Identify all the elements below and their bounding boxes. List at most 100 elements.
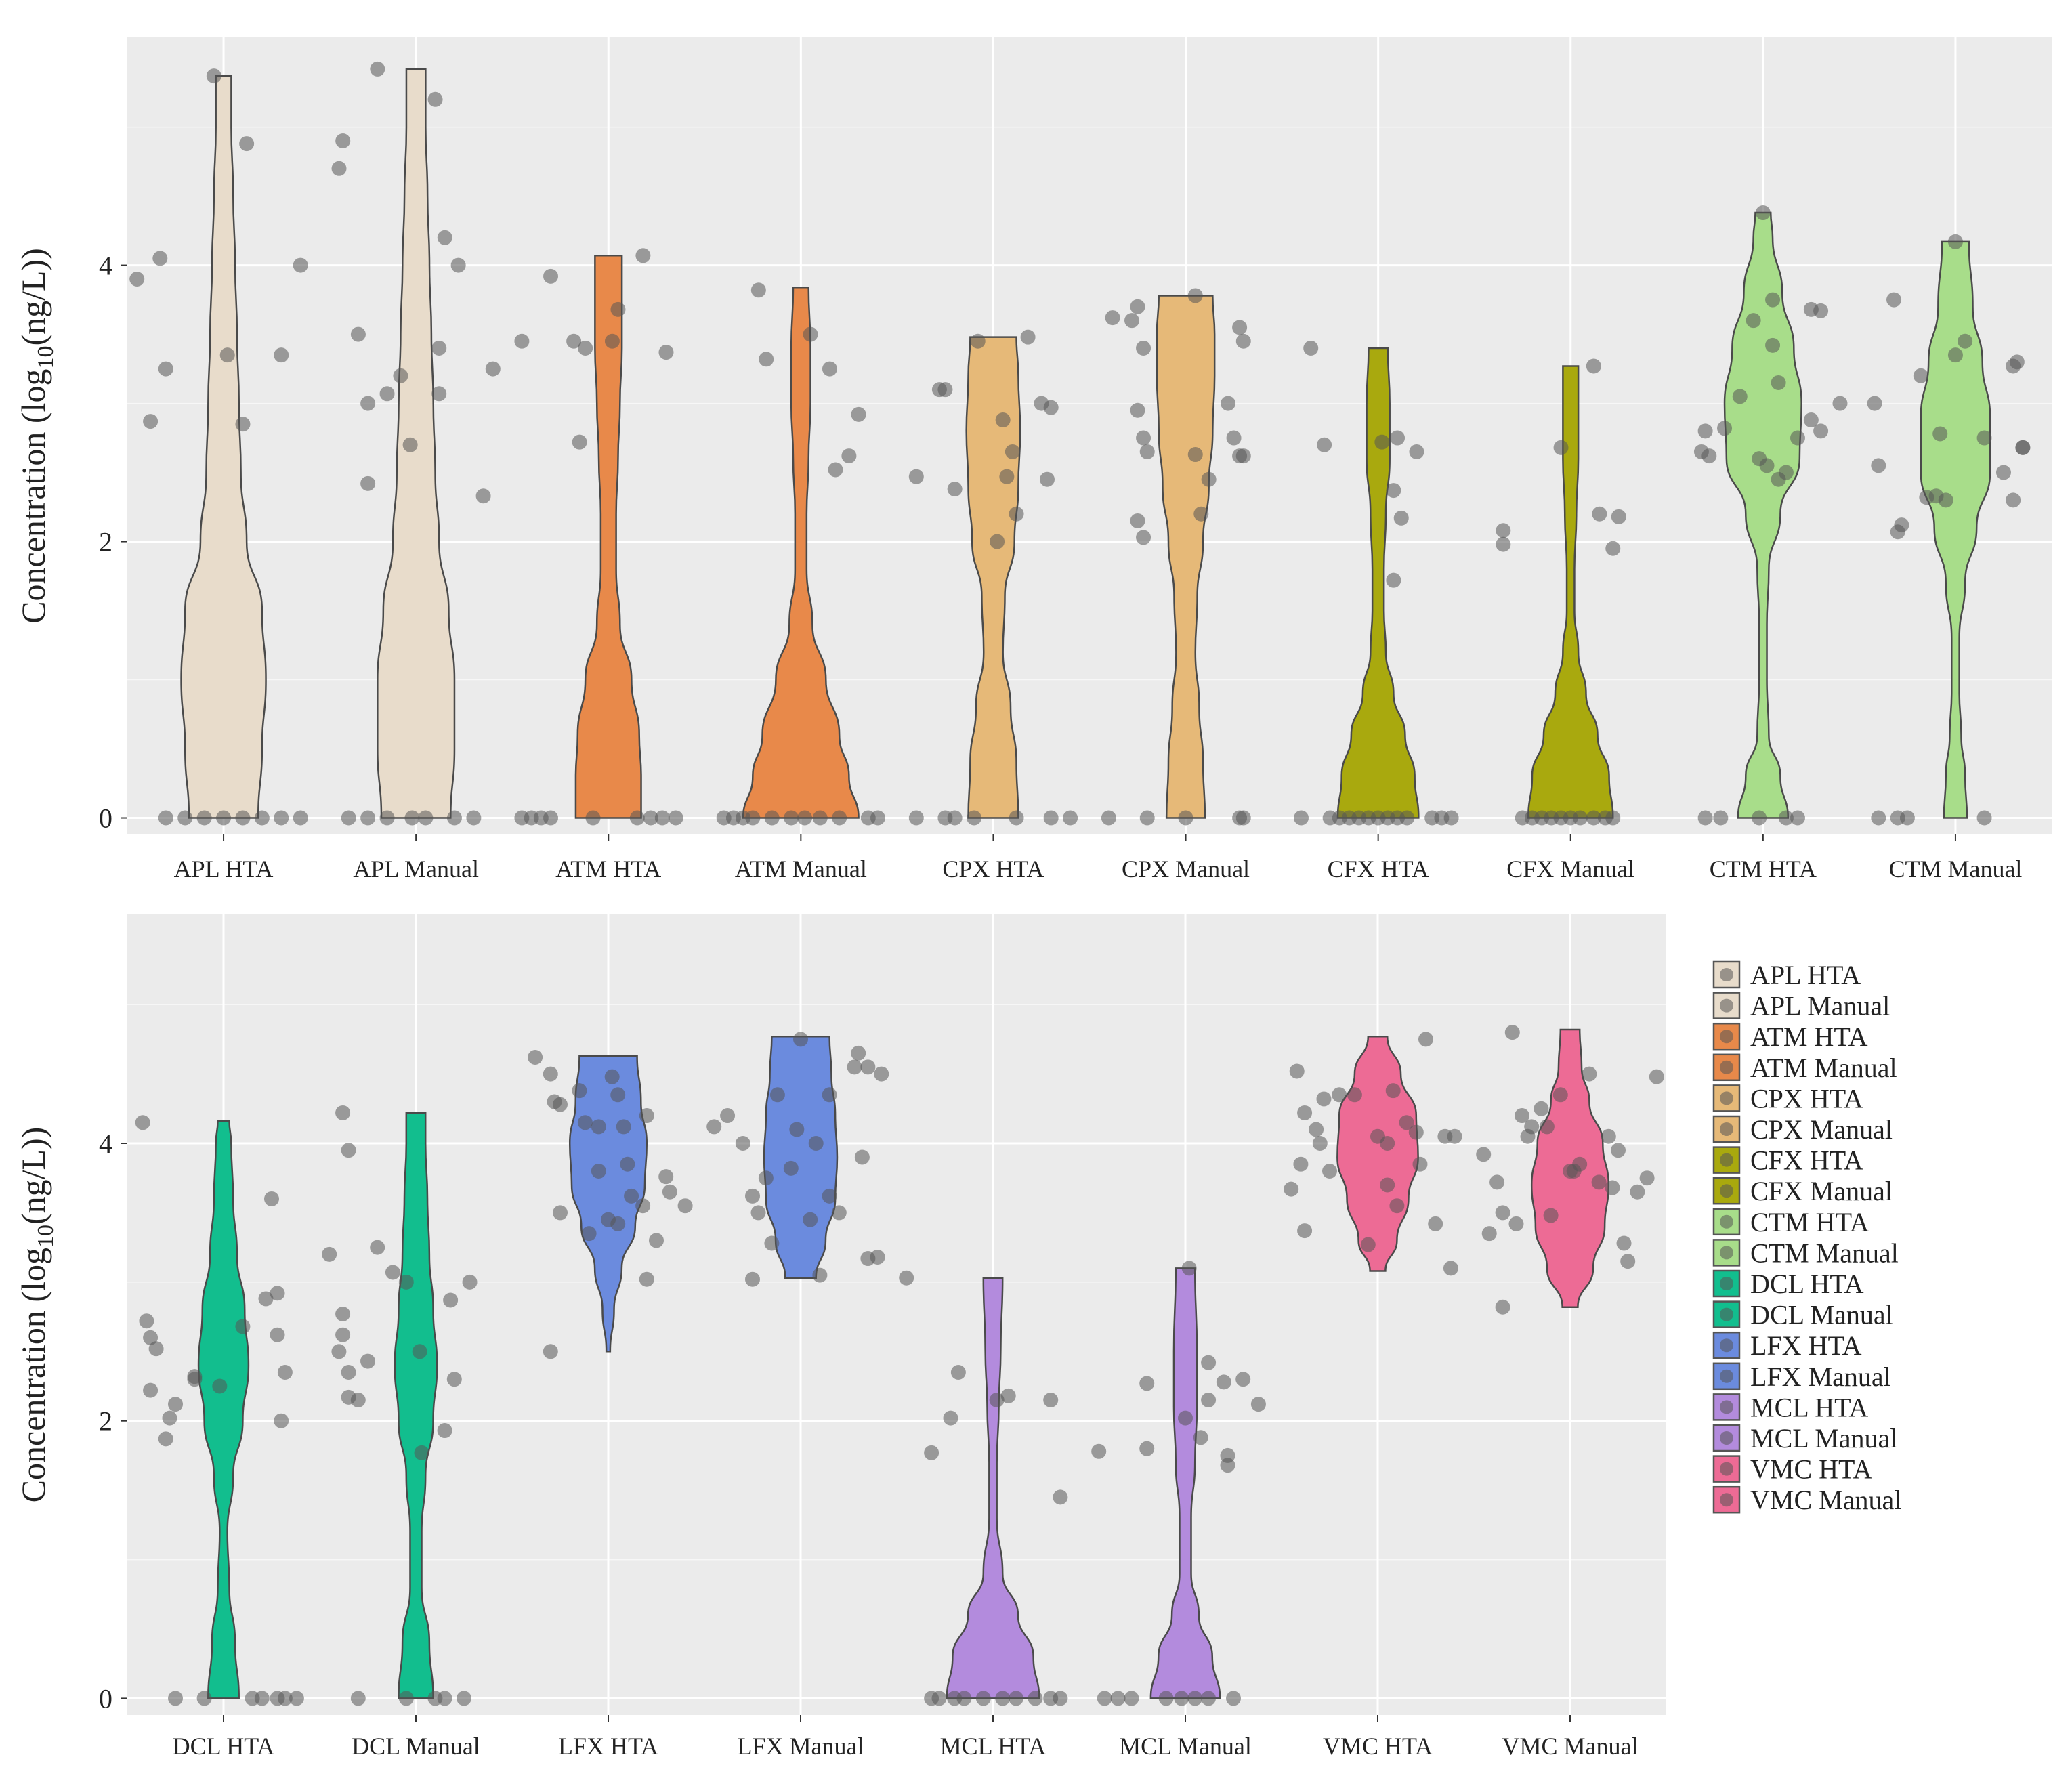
violin-group-cpx-hta (908, 329, 1078, 826)
data-point (427, 91, 443, 107)
data-point (1043, 1392, 1059, 1407)
data-point (457, 1691, 471, 1706)
plot-background (127, 914, 1666, 1715)
legend-key-point (1720, 1400, 1733, 1414)
data-point (1886, 292, 1902, 308)
data-point (1591, 1174, 1607, 1190)
data-point (758, 1170, 774, 1186)
data-point (1697, 810, 1713, 826)
data-point (177, 810, 193, 826)
data-point (1713, 810, 1729, 826)
legend-label: CFX Manual (1750, 1176, 1893, 1206)
data-point (1181, 1261, 1197, 1276)
data-point (1428, 1216, 1443, 1231)
data-point (335, 1105, 351, 1120)
data-point (769, 1087, 785, 1103)
data-point (1043, 810, 1059, 826)
data-point (745, 1271, 760, 1287)
data-point (908, 469, 924, 484)
legend-label: APL HTA (1750, 960, 1861, 990)
data-point (212, 1378, 228, 1394)
violin-group-cfx-hta (1294, 340, 1459, 826)
violin-group-cfx-manual (1496, 358, 1626, 826)
data-point (418, 810, 434, 826)
data-point (970, 333, 986, 349)
data-point (720, 1108, 736, 1124)
data-point (1187, 1691, 1203, 1706)
legend-item-apl-hta: APL HTA (1712, 960, 1861, 990)
data-point (466, 810, 482, 826)
data-point (293, 257, 308, 273)
data-point (808, 1136, 824, 1151)
data-point (1871, 458, 1886, 473)
data-point (1732, 389, 1748, 404)
data-point (1813, 303, 1829, 318)
data-point (572, 1083, 587, 1099)
data-point (1130, 299, 1145, 314)
data-point (803, 326, 818, 342)
data-point (950, 1365, 966, 1380)
data-point (196, 1691, 212, 1706)
x-tick-label: DCL Manual (352, 1733, 480, 1760)
data-point (1124, 313, 1140, 329)
legend-label: VMC HTA (1750, 1454, 1872, 1485)
data-point (235, 1319, 251, 1334)
data-point (1755, 205, 1771, 221)
violin-apl-hta (180, 75, 267, 819)
data-point (783, 1160, 799, 1176)
violin-group-lfx-hta (528, 1049, 693, 1359)
x-tick-label: CFX HTA (1328, 855, 1429, 883)
data-point (162, 1410, 177, 1426)
data-point (1867, 396, 1882, 411)
data-point (847, 1059, 862, 1075)
data-point (543, 810, 559, 826)
data-point (832, 810, 847, 826)
data-point (158, 810, 173, 826)
data-point (1158, 1691, 1174, 1706)
data-point (274, 1413, 289, 1428)
data-point (235, 417, 251, 432)
data-point (1447, 1128, 1462, 1144)
data-point (764, 1235, 780, 1251)
data-point (152, 251, 168, 266)
y-axis-title-main: Concentration (log (14, 369, 52, 624)
data-point (148, 1341, 164, 1357)
data-point (1124, 1691, 1139, 1706)
data-point (168, 1691, 183, 1706)
data-point (158, 361, 173, 377)
data-point (577, 1115, 593, 1130)
legend-key-point (1720, 1462, 1733, 1476)
data-point (335, 1327, 351, 1342)
data-point (1790, 430, 1805, 446)
data-point (1201, 1392, 1217, 1407)
data-point (139, 1313, 154, 1329)
data-point (1380, 1136, 1395, 1151)
data-point (135, 1115, 150, 1130)
legend-label: DCL Manual (1750, 1300, 1893, 1330)
legend-key-point (1720, 1214, 1733, 1229)
data-point (1813, 423, 1829, 439)
data-point (1976, 810, 1992, 826)
data-point (1913, 368, 1928, 383)
x-tick-label: APL HTA (174, 855, 274, 883)
data-point (1778, 810, 1794, 826)
data-point (662, 1184, 677, 1200)
x-tick-label: CPX HTA (942, 855, 1044, 883)
data-point (402, 437, 418, 452)
data-point (1289, 1063, 1305, 1079)
data-point (1139, 444, 1155, 459)
data-point (1385, 1083, 1401, 1099)
data-point (908, 810, 924, 826)
data-point (1697, 423, 1713, 439)
legend-label: CTM Manual (1750, 1237, 1899, 1268)
data-point (254, 810, 270, 826)
legend-item-lfx-hta: LFX HTA (1712, 1330, 1862, 1361)
data-point (437, 1691, 452, 1706)
data-point (1932, 426, 1948, 442)
data-point (450, 257, 466, 273)
y-axis-title-subscript: 10 (33, 346, 58, 369)
data-point (143, 1330, 158, 1345)
data-point (1976, 430, 1992, 446)
data-point (335, 133, 351, 148)
